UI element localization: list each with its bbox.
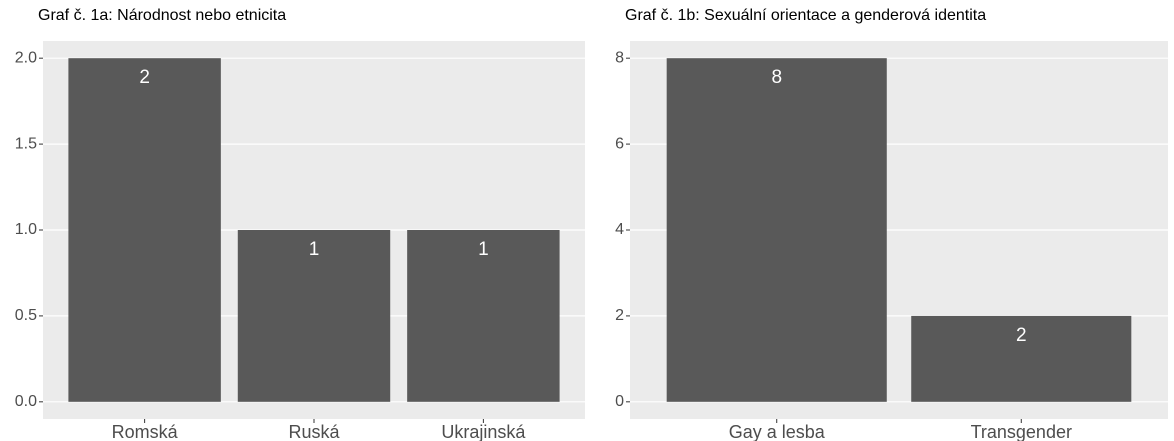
data-label: 2 <box>139 67 150 88</box>
y-tick-label: 4 <box>615 221 624 238</box>
y-tick-label: 0.5 <box>15 307 37 324</box>
data-label: 8 <box>771 67 782 88</box>
x-tick-label: Ruská <box>288 422 340 441</box>
x-tick-label: Gay a lesba <box>729 422 826 441</box>
data-label: 1 <box>478 239 489 260</box>
bar <box>407 230 560 402</box>
y-tick-label: 6 <box>615 135 624 152</box>
y-tick-label: 0 <box>615 393 624 410</box>
chart-title: Graf č. 1a: Národnost nebo etnicita <box>38 7 286 24</box>
y-tick-label: 0.0 <box>15 393 37 410</box>
y-tick-label: 1.0 <box>15 221 37 238</box>
bar <box>68 58 221 402</box>
x-tick-label: Romská <box>112 422 179 441</box>
bar <box>666 58 887 402</box>
y-tick-label: 1.5 <box>15 135 37 152</box>
y-tick-label: 8 <box>615 49 624 66</box>
chart-title: Graf č. 1b: Sexuální orientace a gendero… <box>625 7 986 24</box>
bar <box>911 315 1132 402</box>
y-tick-label: 2 <box>615 307 624 324</box>
data-label: 1 <box>309 239 320 260</box>
x-tick-label: Ukrajinská <box>441 422 526 441</box>
y-tick-label: 2.0 <box>15 49 37 66</box>
x-tick-label: Transgender <box>971 422 1072 441</box>
bar <box>237 230 391 402</box>
data-label: 2 <box>1016 325 1027 346</box>
